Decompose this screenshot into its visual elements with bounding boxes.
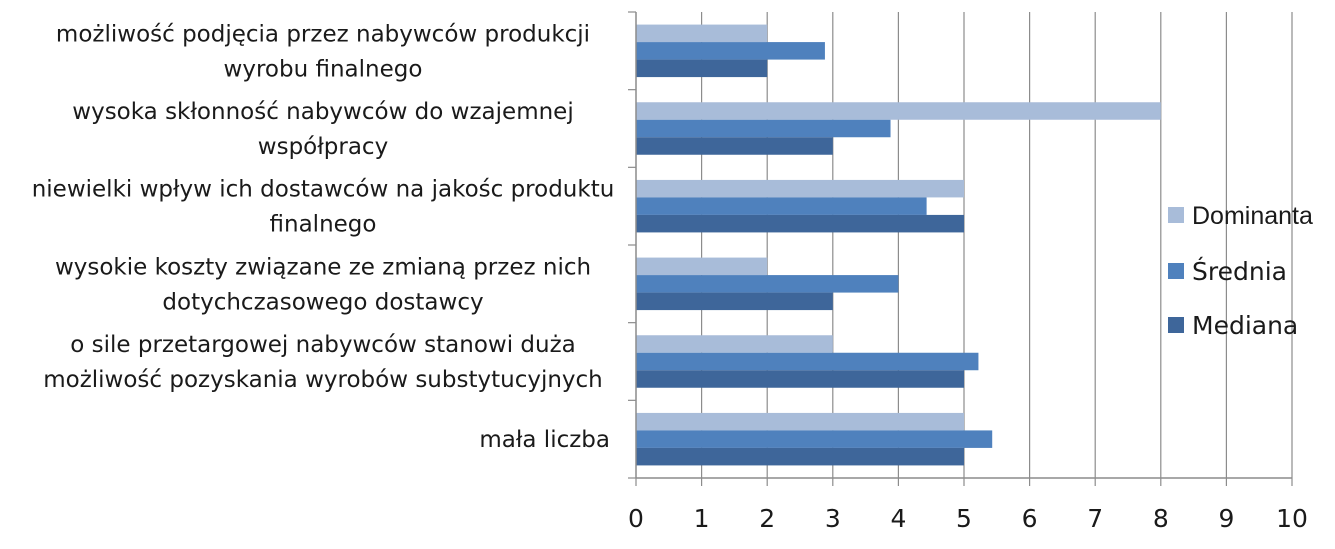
- x-tick-label: 0: [628, 504, 644, 533]
- bar: [636, 59, 768, 78]
- x-tick-label: 8: [1153, 504, 1169, 533]
- category-label: mała liczba: [479, 427, 610, 453]
- bar: [636, 447, 964, 466]
- x-tick-label: 4: [890, 504, 906, 533]
- x-tick-label: 7: [1087, 504, 1103, 533]
- bars: [636, 24, 1161, 466]
- legend-swatch: [1168, 207, 1184, 223]
- bar: [636, 119, 891, 138]
- bar: [636, 214, 964, 233]
- x-tick-label: 1: [694, 504, 710, 533]
- bar: [636, 42, 825, 60]
- bar: [636, 335, 833, 353]
- gridlines: [700, 12, 1293, 478]
- bar: [636, 24, 768, 43]
- bar: [636, 137, 833, 155]
- bar: [636, 412, 964, 431]
- x-tick-label: 5: [956, 504, 972, 533]
- bar: [636, 102, 1161, 120]
- category-label: dotychczasowego dostawcy: [162, 289, 483, 315]
- legend-label: Średnia: [1192, 256, 1287, 286]
- category-label: możliwość podjęcia przez nabywców produk…: [56, 21, 590, 47]
- x-tick-label: 6: [1022, 504, 1038, 533]
- bar: [636, 257, 768, 276]
- bar: [636, 179, 964, 198]
- legend-swatch: [1168, 317, 1184, 333]
- bar: [636, 197, 927, 215]
- bar: [636, 352, 979, 371]
- bar: [636, 292, 833, 311]
- category-labels: mała liczba o sile przetargowej nabywców …: [32, 21, 615, 453]
- legend-swatch: [1168, 263, 1184, 279]
- category-label: wysoka skłonność nabywców do wzajemnej: [72, 99, 573, 125]
- legend-label: Dominanta: [1192, 202, 1313, 230]
- category-label: o sile przetargowej nabywców stanowi duż…: [70, 332, 576, 358]
- x-tick-label: 10: [1276, 504, 1308, 533]
- bar: [636, 370, 964, 388]
- category-label: niewielki wpływ ich dostawców na jakośc …: [32, 177, 615, 203]
- legend: Dominanta Średnia Mediana: [1168, 202, 1313, 340]
- bar: [636, 430, 993, 448]
- x-tick-label: 2: [759, 504, 775, 533]
- category-label: możliwość pozyskania wyrobów substytucyj…: [43, 367, 603, 393]
- x-tick-label: 3: [825, 504, 841, 533]
- x-tick-labels: 0 1 2 3 4 5 6 7 8 9 10: [628, 504, 1308, 533]
- bar: [636, 275, 899, 293]
- axes: [628, 11, 1293, 486]
- category-label: wyrobu finalnego: [224, 56, 423, 82]
- category-label: wysokie koszty związane ze zmianą przez …: [55, 254, 591, 280]
- x-tick-label: 9: [1218, 504, 1234, 533]
- legend-label: Mediana: [1192, 311, 1298, 340]
- category-label: finalnego: [270, 212, 377, 238]
- category-label: współpracy: [258, 134, 388, 160]
